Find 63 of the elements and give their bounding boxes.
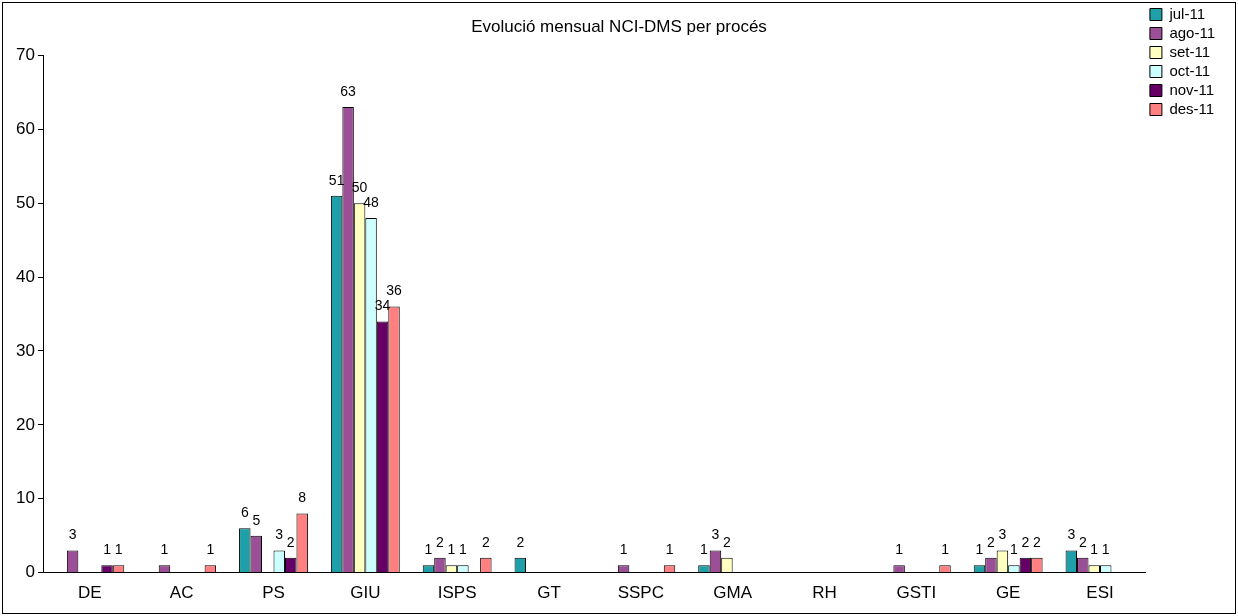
legend-label: set-11 bbox=[1169, 42, 1210, 60]
data-label: 2 bbox=[286, 533, 295, 550]
data-label: 2 bbox=[1032, 533, 1041, 550]
legend-label: nov-11 bbox=[1169, 80, 1215, 98]
data-label: 1 bbox=[459, 541, 467, 558]
data-label: 1 bbox=[160, 541, 169, 558]
data-label: 3 bbox=[68, 526, 77, 543]
legend-label: jul-11 bbox=[1168, 4, 1205, 22]
x-tick-label: GSTI bbox=[896, 583, 937, 603]
data-label: 1 bbox=[700, 541, 709, 558]
x-tick-label: AC bbox=[169, 583, 194, 603]
data-label: 1 bbox=[424, 541, 433, 558]
y-tick-label: 30 bbox=[15, 340, 35, 360]
y-tick-label: 0 bbox=[25, 562, 35, 582]
data-label: 1 bbox=[619, 541, 628, 558]
x-tick-label: GMA bbox=[713, 583, 753, 603]
data-label: 1 bbox=[1010, 541, 1018, 558]
data-label: 2 bbox=[987, 533, 996, 550]
x-tick-label: DE bbox=[78, 583, 102, 603]
data-label: 1 bbox=[1101, 541, 1110, 558]
data-label: 1 bbox=[206, 541, 215, 558]
data-label: 2 bbox=[516, 533, 525, 550]
data-label: 2 bbox=[481, 533, 490, 550]
data-label: 1 bbox=[447, 541, 456, 558]
y-tick-label: 70 bbox=[15, 45, 35, 65]
chart-title: Evolució mensual NCI-DMS per procés bbox=[471, 16, 767, 36]
data-label: 6 bbox=[240, 504, 249, 521]
data-label: 2 bbox=[436, 533, 445, 550]
x-tick-label: GIU bbox=[350, 583, 381, 603]
x-tick-label: ESI bbox=[1086, 583, 1114, 603]
data-label: 1 bbox=[1090, 541, 1099, 558]
x-tick-label: GT bbox=[537, 583, 561, 603]
data-label: 3 bbox=[275, 526, 284, 543]
data-label: 1 bbox=[895, 541, 904, 558]
data-label: 2 bbox=[723, 533, 732, 550]
data-label: 1 bbox=[665, 541, 674, 558]
y-tick-label: 50 bbox=[15, 192, 35, 212]
data-label: 48 bbox=[363, 193, 380, 210]
legend-label: oct-11 bbox=[1169, 61, 1210, 79]
data-label: 3 bbox=[711, 526, 720, 543]
data-label: 1 bbox=[114, 541, 123, 558]
y-tick-label: 60 bbox=[15, 118, 35, 138]
data-label: 1 bbox=[941, 541, 950, 558]
data-label: 36 bbox=[386, 282, 403, 299]
data-label: 2 bbox=[1078, 533, 1087, 550]
y-tick-label: 10 bbox=[15, 488, 35, 508]
x-tick-label: PS bbox=[262, 583, 285, 603]
data-label: 5 bbox=[252, 511, 261, 528]
legend-label: ago-11 bbox=[1169, 23, 1215, 41]
data-label: 3 bbox=[998, 526, 1007, 543]
data-label: 2 bbox=[1021, 533, 1030, 550]
x-tick-label: ISPS bbox=[437, 583, 477, 603]
x-tick-label: GE bbox=[995, 583, 1021, 603]
data-label: 3 bbox=[1067, 526, 1076, 543]
x-tick-label: SSPC bbox=[617, 583, 664, 603]
data-label: 8 bbox=[298, 489, 307, 506]
data-label: 1 bbox=[975, 541, 984, 558]
data-label: 63 bbox=[340, 82, 357, 99]
y-tick-label: 40 bbox=[15, 266, 35, 286]
data-label: 1 bbox=[103, 541, 112, 558]
x-tick-label: RH bbox=[812, 583, 837, 603]
y-tick-label: 20 bbox=[15, 414, 35, 434]
legend-label: des-11 bbox=[1169, 99, 1215, 117]
